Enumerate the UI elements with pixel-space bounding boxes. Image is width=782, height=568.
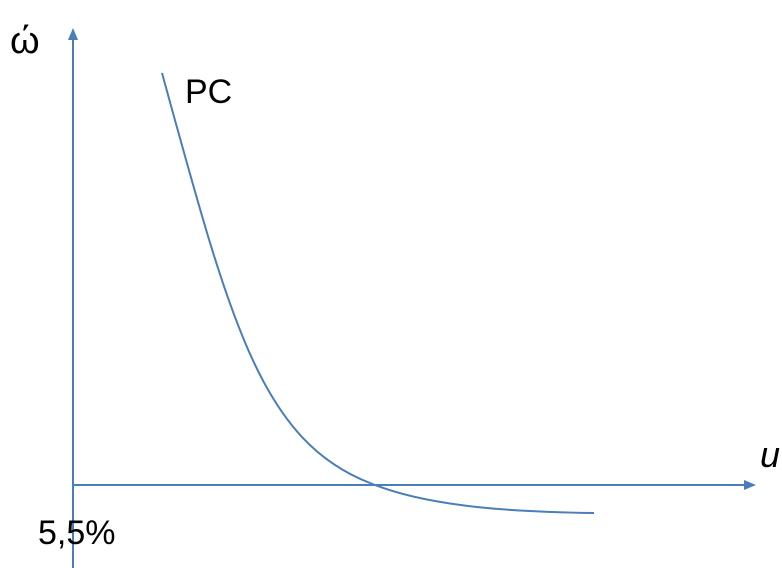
origin-label: 5,5% (38, 514, 116, 552)
y-axis-arrowhead (68, 28, 78, 40)
curve-label: PC (185, 73, 233, 111)
x-axis-label: u (760, 434, 781, 475)
y-axis-label: ώ (10, 20, 40, 62)
pc-curve (161, 72, 595, 514)
x-axis-arrowhead (744, 480, 756, 490)
